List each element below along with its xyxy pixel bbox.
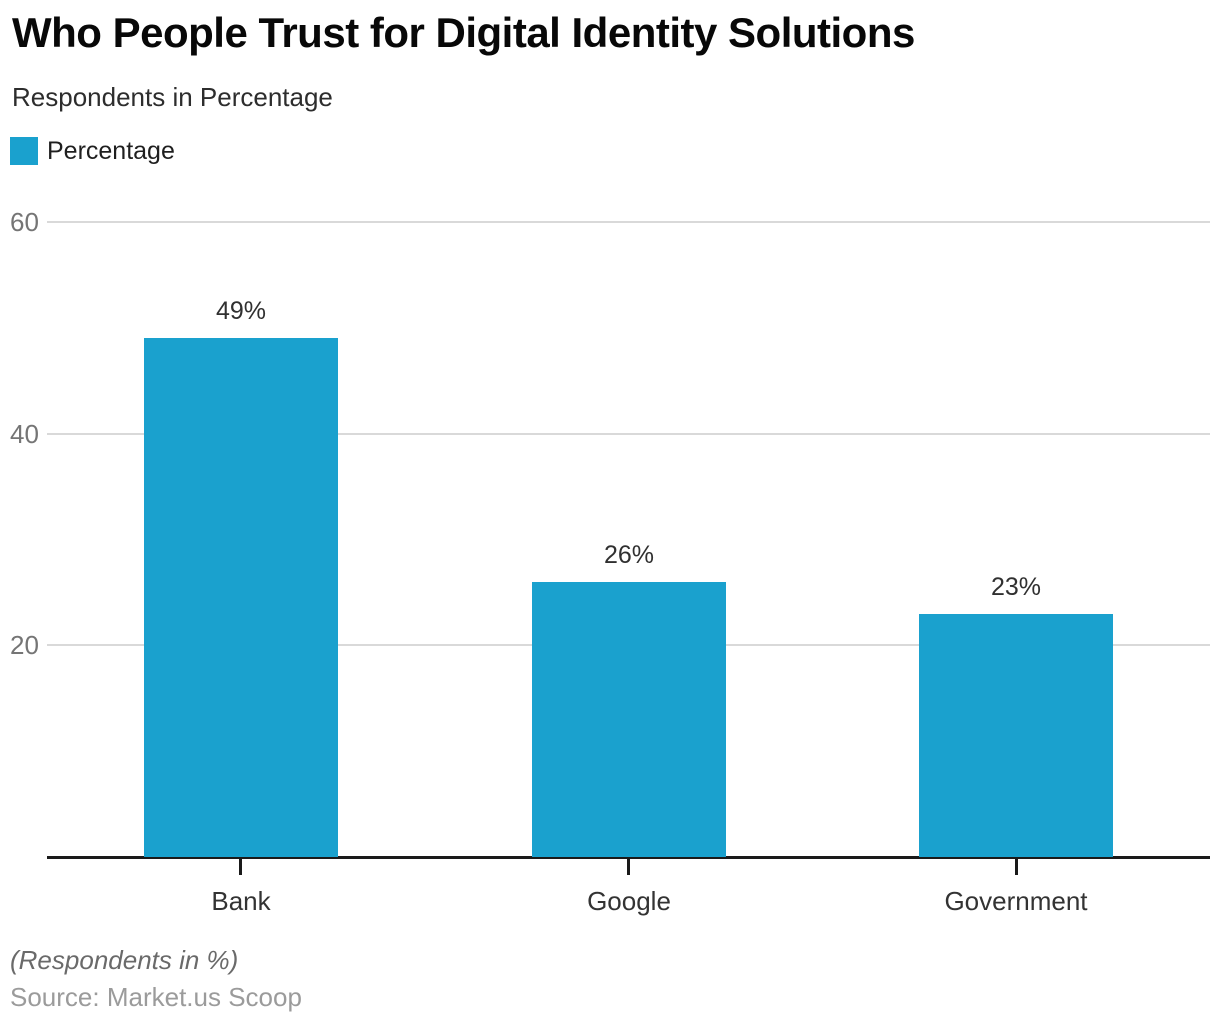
legend-swatch-icon (10, 137, 38, 165)
bar-value-label: 49% (215, 297, 267, 325)
bar-google (532, 582, 726, 857)
x-axis-tick (627, 859, 630, 875)
y-tick-label: 20 (10, 630, 39, 661)
legend: Percentage (10, 137, 175, 165)
y-tick-label: 60 (10, 207, 39, 237)
legend-label: Percentage (47, 137, 175, 165)
gridline (47, 221, 1210, 223)
bar-value-label: 23% (990, 573, 1042, 601)
category-label: Government (944, 886, 1088, 916)
bar-bank (144, 338, 338, 857)
source-credit: Source: Market.us Scoop (10, 982, 302, 1012)
x-axis-tick (1015, 859, 1018, 875)
chart-subtitle: Respondents in Percentage (12, 82, 333, 112)
category-label: Google (587, 886, 671, 916)
x-axis-tick (239, 859, 242, 875)
chart-title: Who People Trust for Digital Identity So… (12, 9, 915, 56)
x-axis-line (47, 856, 1210, 859)
gridline (47, 432, 1210, 435)
category-label: Bank (211, 886, 271, 916)
y-tick-label: 40 (10, 418, 39, 449)
bar-value-label: 26% (603, 541, 655, 569)
footnote: (Respondents in %) (10, 945, 239, 975)
bar-government (919, 614, 1113, 857)
